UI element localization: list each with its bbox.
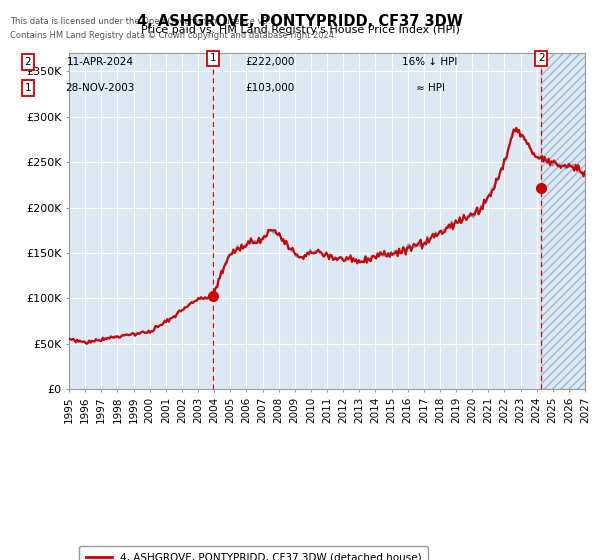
Text: £103,000: £103,000 — [245, 83, 295, 93]
Text: 1: 1 — [25, 83, 31, 93]
Text: This data is licensed under the Open Government Licence v3.0.: This data is licensed under the Open Gov… — [10, 17, 278, 26]
Text: Contains HM Land Registry data © Crown copyright and database right 2024.: Contains HM Land Registry data © Crown c… — [10, 31, 337, 40]
Text: 11-APR-2024: 11-APR-2024 — [67, 57, 133, 67]
Text: 2: 2 — [538, 53, 544, 63]
Text: ≈ HPI: ≈ HPI — [415, 83, 445, 93]
Text: 1: 1 — [209, 53, 216, 63]
Text: 2: 2 — [25, 57, 31, 67]
Bar — [541, 53, 585, 389]
Bar — [541, 53, 585, 389]
Text: 16% ↓ HPI: 16% ↓ HPI — [403, 57, 458, 67]
Text: £222,000: £222,000 — [245, 57, 295, 67]
Text: 28-NOV-2003: 28-NOV-2003 — [65, 83, 134, 93]
Text: Price paid vs. HM Land Registry's House Price Index (HPI): Price paid vs. HM Land Registry's House … — [140, 25, 460, 35]
Text: 4, ASHGROVE, PONTYPRIDD, CF37 3DW: 4, ASHGROVE, PONTYPRIDD, CF37 3DW — [137, 14, 463, 29]
Legend: 4, ASHGROVE, PONTYPRIDD, CF37 3DW (detached house), HPI: Average price, detached: 4, ASHGROVE, PONTYPRIDD, CF37 3DW (detac… — [79, 546, 428, 560]
